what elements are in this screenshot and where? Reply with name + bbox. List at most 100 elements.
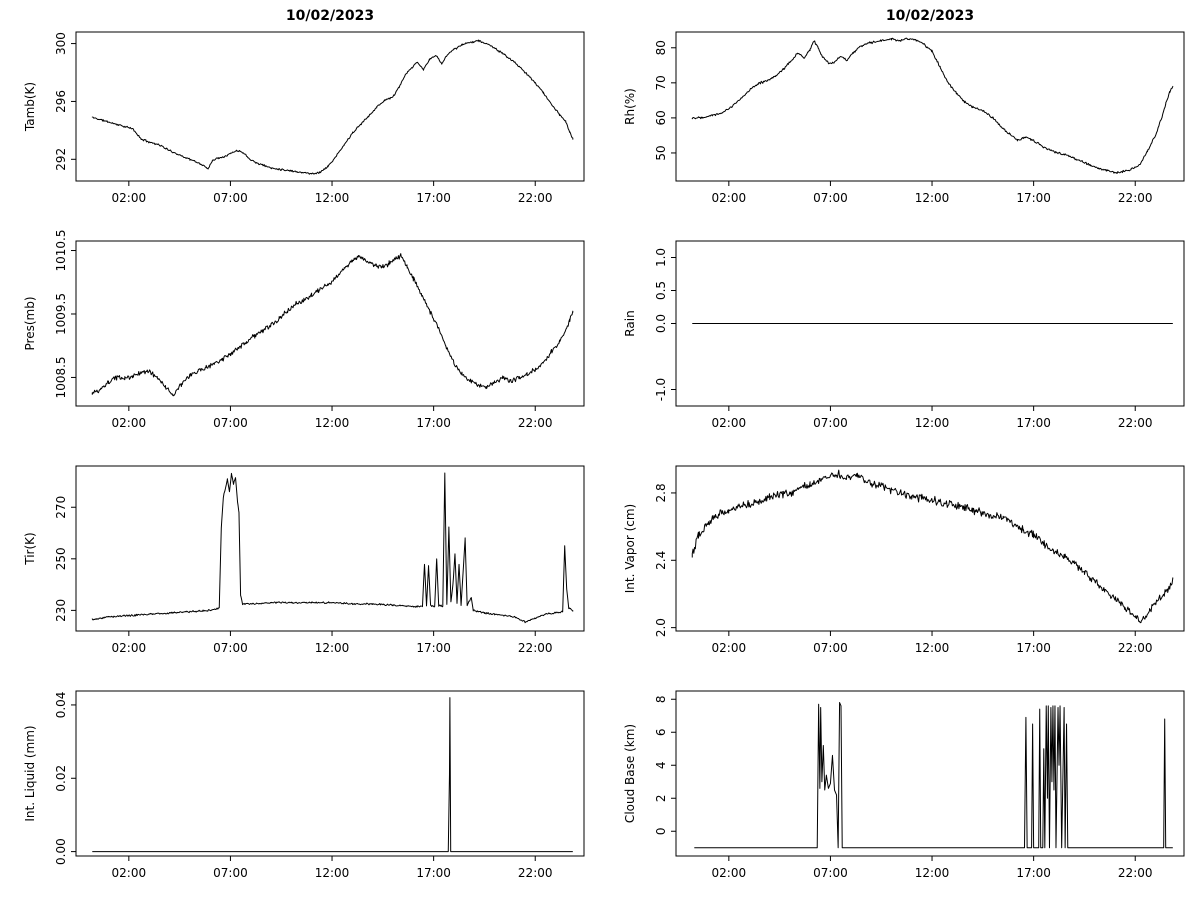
x-tick-label: 02:00	[712, 641, 747, 655]
cloudbase-plot: 02:00 07:00 12:00 17:00 22:00 0 2 4 6 8 Cloud Base…	[623, 690, 1185, 880]
x-tick-label: 07:00	[813, 641, 848, 655]
panel-liquid: 02:00 07:00 12:00 17:00 22:00 0.00 0.02 0.04 Int…	[0, 675, 600, 900]
pres-series-line	[91, 253, 574, 397]
x-tick-label: 17:00	[416, 866, 451, 880]
x-tick-label: 22:00	[518, 641, 553, 655]
y-tick-label: 230	[54, 599, 68, 622]
x-tick-label: 12:00	[915, 641, 950, 655]
vapor-plot: 02:00 07:00 12:00 17:00 22:00 2.0 2.4 2.8 Int. V…	[623, 465, 1185, 655]
rh-plot: 10/02/2023 02:00 07:00 12:00 17:00 22:00 50 60 7…	[623, 8, 1185, 205]
plot-box	[75, 31, 585, 182]
x-tick-label: 02:00	[112, 416, 147, 430]
rain-plot: 02:00 07:00 12:00 17:00 22:00 -1.0 0.0 0.5 1.0 Ra…	[623, 240, 1185, 430]
y-axis-label: Int. Vapor (cm)	[623, 504, 637, 593]
x-tick-label: 22:00	[1118, 866, 1153, 880]
panel-vapor: 02:00 07:00 12:00 17:00 22:00 2.0 2.4 2.8 Int. V…	[600, 450, 1200, 675]
x-tick-label: 12:00	[915, 866, 950, 880]
cloudbase-series-line	[694, 702, 1173, 849]
y-tick-label: 80	[654, 40, 668, 55]
vapor-series-line	[691, 469, 1174, 624]
plot-box	[75, 465, 585, 632]
y-tick-label: 0.0	[654, 314, 668, 333]
y-tick-label: 296	[54, 90, 68, 113]
y-tick-label: 1.0	[654, 248, 668, 267]
x-tick-label: 17:00	[1016, 641, 1051, 655]
panel-rain: 02:00 07:00 12:00 17:00 22:00 -1.0 0.0 0.5 1.0 Ra…	[600, 225, 1200, 450]
x-tick-label: 07:00	[813, 191, 848, 205]
rh-series-line	[691, 37, 1174, 175]
y-tick-label: 8	[654, 695, 668, 703]
x-tick-label: 02:00	[712, 866, 747, 880]
y-tick-label: 0.00	[54, 838, 68, 865]
y-tick-label: 60	[654, 110, 668, 125]
x-tick-label: 07:00	[813, 866, 848, 880]
y-axis-label: Tamb(K)	[23, 82, 37, 132]
y-tick-label: 1008.5	[54, 356, 68, 398]
x-tick-label: 22:00	[518, 866, 553, 880]
y-axis-label: Rain	[623, 310, 637, 336]
y-axis-label: Int. Liquid (mm)	[23, 725, 37, 821]
y-tick-label: 2	[654, 794, 668, 802]
y-tick-label: 6	[654, 728, 668, 736]
panel-tir: 02:00 07:00 12:00 17:00 22:00 230 250 270 Tir(K)	[0, 450, 600, 675]
y-tick-label: 0.5	[654, 281, 668, 300]
y-axis-label: Rh(%)	[623, 88, 637, 125]
y-tick-label: 292	[54, 148, 68, 171]
panel-pres: 02:00 07:00 12:00 17:00 22:00 1008.5 1009.5 101…	[0, 225, 600, 450]
y-tick-label: 2.0	[654, 618, 668, 637]
plot-box	[675, 690, 1185, 857]
x-tick-label: 12:00	[315, 416, 350, 430]
plot-box	[675, 31, 1185, 182]
plot-box	[675, 465, 1185, 632]
y-tick-label: 2.4	[654, 551, 668, 570]
y-tick-label: 270	[54, 496, 68, 519]
y-tick-label: -1.0	[654, 378, 668, 401]
x-tick-label: 02:00	[112, 866, 147, 880]
tir-plot: 02:00 07:00 12:00 17:00 22:00 230 250 270 Tir(K)	[23, 465, 585, 655]
liquid-plot: 02:00 07:00 12:00 17:00 22:00 0.00 0.02 0.04 Int…	[23, 690, 585, 880]
plot-box	[75, 690, 585, 857]
x-tick-label: 07:00	[213, 191, 248, 205]
y-axis-label: Pres(mb)	[23, 297, 37, 351]
x-tick-label: 07:00	[213, 416, 248, 430]
plot-box	[75, 240, 585, 407]
y-tick-label: 50	[654, 145, 668, 160]
tir-series-line	[91, 472, 574, 624]
chart-title: 10/02/2023	[886, 8, 974, 24]
x-tick-label: 02:00	[112, 191, 147, 205]
tamb-plot: 10/02/2023 02:00 07:00 12:00 17:00 22:00 292 29…	[23, 8, 585, 205]
x-tick-label: 22:00	[1118, 191, 1153, 205]
y-tick-label: 70	[654, 75, 668, 90]
chart-title: 10/02/2023	[286, 8, 374, 24]
x-tick-label: 22:00	[1118, 641, 1153, 655]
x-tick-label: 17:00	[416, 641, 451, 655]
x-tick-label: 02:00	[712, 416, 747, 430]
tamb-series-line	[91, 39, 574, 175]
x-tick-label: 17:00	[416, 416, 451, 430]
y-tick-label: 0.02	[54, 765, 68, 792]
x-tick-label: 12:00	[915, 416, 950, 430]
y-axis-label: Tir(K)	[23, 532, 37, 565]
y-tick-label: 0	[654, 827, 668, 835]
x-tick-label: 02:00	[712, 191, 747, 205]
y-tick-label: 4	[654, 761, 668, 769]
x-tick-label: 12:00	[315, 641, 350, 655]
y-tick-label: 250	[54, 547, 68, 570]
y-tick-label: 1010.5	[54, 230, 68, 272]
x-tick-label: 12:00	[915, 191, 950, 205]
x-tick-label: 22:00	[518, 191, 553, 205]
x-tick-label: 17:00	[1016, 416, 1051, 430]
panel-tamb: 10/02/2023 02:00 07:00 12:00 17:00 22:00 292 29…	[0, 0, 600, 225]
y-tick-label: 2.8	[654, 483, 668, 502]
x-tick-label: 17:00	[416, 191, 451, 205]
x-tick-label: 12:00	[315, 866, 350, 880]
liquid-series-line	[92, 697, 573, 853]
y-tick-label: 300	[54, 32, 68, 55]
x-tick-label: 07:00	[813, 416, 848, 430]
y-tick-label: 0.04	[54, 692, 68, 719]
x-tick-label: 07:00	[213, 866, 248, 880]
panel-rh: 10/02/2023 02:00 07:00 12:00 17:00 22:00 50 60 7…	[600, 0, 1200, 225]
panel-cloudbase: 02:00 07:00 12:00 17:00 22:00 0 2 4 6 8 Cloud Base…	[600, 675, 1200, 900]
